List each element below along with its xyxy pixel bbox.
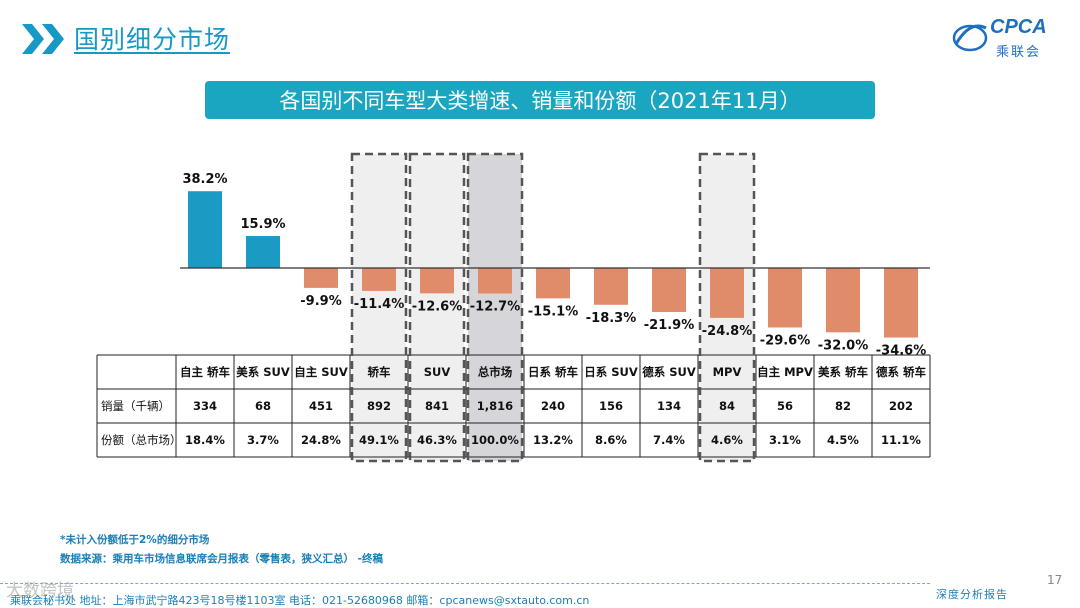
report-label: 深度分析报告 (936, 588, 1008, 601)
bar (246, 236, 280, 268)
bar (652, 268, 686, 313)
data-label: -29.6% (760, 333, 811, 348)
category-label: 日系 轿车 (528, 365, 579, 379)
table-cell: 49.1% (359, 433, 399, 447)
data-label: 15.9% (240, 217, 285, 232)
highlight-border (698, 152, 756, 463)
bar (594, 268, 628, 305)
table-cell: 68 (255, 399, 271, 413)
data-label: -12.6% (412, 299, 463, 314)
bar (536, 268, 570, 299)
table-cell: 4.6% (711, 433, 743, 447)
data-label: -24.8% (702, 324, 753, 339)
table-cell: 1,816 (477, 399, 513, 413)
table-cell: 134 (657, 399, 681, 413)
bar (304, 268, 338, 288)
footer-divider (0, 583, 930, 584)
data-label: -21.9% (644, 318, 695, 333)
category-label: 自主 轿车 (180, 365, 231, 379)
table-cell: 240 (541, 399, 565, 413)
footer-address: 乘联会秘书处 地址：上海市武宁路423号18号楼1103室 电话：021-526… (10, 594, 590, 607)
table-cell: 13.2% (533, 433, 573, 447)
table-cell: 18.4% (185, 433, 225, 447)
highlight-border (408, 152, 466, 463)
table-cell: 7.4% (653, 433, 685, 447)
table-cell: 451 (309, 399, 333, 413)
table-cell: 82 (835, 399, 851, 413)
table-cell: 3.1% (769, 433, 801, 447)
table-cell: 202 (889, 399, 913, 413)
table-cell: 892 (367, 399, 391, 413)
data-label: -32.0% (818, 338, 869, 353)
row-label: 销量（千辆） (101, 399, 170, 413)
category-label: 轿车 (368, 365, 391, 379)
table-cell: 56 (777, 399, 793, 413)
table-cell: 334 (193, 399, 217, 413)
highlight-box (352, 154, 406, 461)
data-label: -11.4% (354, 297, 405, 312)
table-cell: 4.5% (827, 433, 859, 447)
category-label: 德系 SUV (641, 365, 696, 379)
table-cell: 100.0% (471, 433, 519, 447)
category-label: MPV (713, 365, 742, 379)
table-cell: 11.1% (881, 433, 921, 447)
bar (188, 191, 222, 268)
page-title: 国别细分市场 (74, 25, 231, 54)
bar (710, 268, 744, 318)
category-label: 总市场 (478, 365, 513, 379)
category-label: SUV (424, 365, 451, 379)
highlight-border (350, 152, 408, 463)
category-label: 日系 SUV (584, 365, 638, 379)
row-label: 份额（总市场） (101, 433, 182, 447)
page-number: 17 (1047, 573, 1063, 587)
footnote: *未计入份额低于2%的细分市场 (60, 534, 210, 546)
category-label: 美系 轿车 (818, 365, 869, 379)
category-label: 自主 MPV (757, 365, 813, 379)
data-label: -15.1% (528, 304, 579, 319)
category-label: 德系 轿车 (875, 365, 927, 379)
chart-title-banner: 各国别不同车型大类增速、销量和份额（2021年11月） (205, 81, 875, 119)
bar (826, 268, 860, 333)
table-cell: 841 (425, 399, 449, 413)
data-label: -12.7% (470, 300, 521, 315)
logo-text: CPCA (990, 16, 1047, 38)
bar (884, 268, 918, 338)
data-label: -18.3% (586, 311, 637, 326)
category-label: 自主 SUV (294, 365, 348, 379)
data-source: 数据来源：乘用车市场信息联席会月报表（零售表，狭义汇总） -终稿 (60, 553, 384, 565)
highlight-box (410, 154, 464, 461)
table-cell: 46.3% (417, 433, 457, 447)
data-label: 38.2% (182, 172, 227, 187)
table-cell: 3.7% (247, 433, 279, 447)
watermark: 大数跨境 (6, 581, 74, 601)
data-label: -9.9% (300, 294, 341, 309)
table-cell: 84 (719, 399, 735, 413)
bar (420, 268, 454, 294)
table-cell: 24.8% (301, 433, 341, 447)
bar (768, 268, 802, 328)
cpca-logo-icon (952, 24, 988, 52)
bar (478, 268, 512, 294)
category-label: 美系 SUV (236, 365, 290, 379)
table-cell: 8.6% (595, 433, 627, 447)
data-label: -34.6% (876, 344, 927, 359)
chevron-icon (22, 24, 64, 54)
highlight-border (466, 152, 524, 463)
bar (362, 268, 396, 291)
table-cell: 156 (599, 399, 623, 413)
logo-subtitle: 乘联会 (996, 45, 1042, 60)
highlight-box (468, 154, 522, 461)
